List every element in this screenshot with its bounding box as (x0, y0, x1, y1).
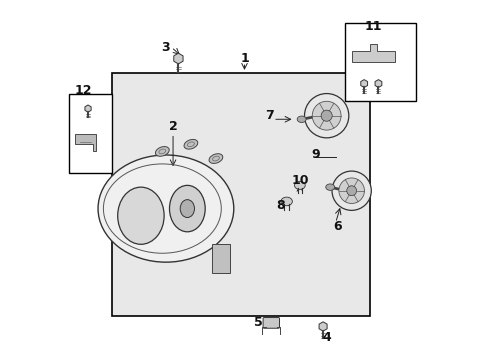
Ellipse shape (325, 184, 334, 190)
Ellipse shape (155, 147, 169, 156)
Circle shape (346, 186, 356, 195)
Text: 5: 5 (254, 316, 263, 329)
Text: 9: 9 (311, 148, 320, 162)
Text: 7: 7 (264, 109, 273, 122)
Ellipse shape (183, 139, 198, 149)
Bar (69, 94, 112, 173)
Circle shape (331, 171, 370, 210)
Text: 8: 8 (275, 198, 284, 212)
Ellipse shape (281, 197, 292, 206)
Circle shape (338, 178, 364, 203)
Polygon shape (75, 134, 96, 152)
Ellipse shape (180, 200, 194, 217)
Circle shape (321, 110, 331, 121)
Polygon shape (318, 322, 326, 331)
Text: 1: 1 (240, 52, 248, 65)
Polygon shape (360, 80, 367, 87)
Text: 6: 6 (332, 220, 341, 233)
Text: 12: 12 (75, 84, 92, 97)
Polygon shape (173, 53, 183, 64)
Ellipse shape (98, 155, 233, 262)
Polygon shape (85, 105, 91, 112)
Ellipse shape (208, 154, 223, 163)
Bar (212, 244, 230, 273)
FancyBboxPatch shape (263, 318, 279, 328)
Text: 10: 10 (290, 174, 308, 186)
Ellipse shape (169, 185, 205, 232)
Polygon shape (374, 80, 381, 87)
Polygon shape (351, 44, 394, 62)
Text: 11: 11 (364, 20, 381, 33)
Text: 2: 2 (168, 120, 177, 133)
Bar (344, 23, 415, 102)
Ellipse shape (297, 116, 305, 122)
Circle shape (312, 101, 340, 130)
Ellipse shape (118, 187, 164, 244)
Ellipse shape (294, 181, 305, 189)
Bar (112, 73, 369, 316)
Circle shape (304, 94, 348, 138)
Text: 3: 3 (161, 41, 170, 54)
Text: 4: 4 (322, 331, 330, 344)
